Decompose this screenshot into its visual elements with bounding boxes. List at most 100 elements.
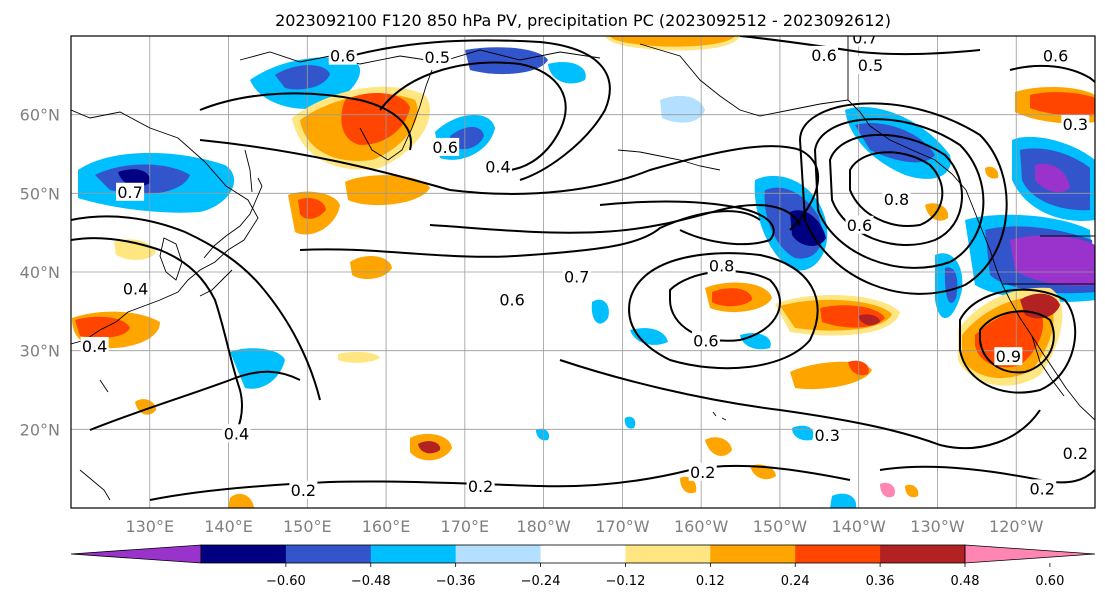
contour-label: 0.5	[858, 56, 883, 75]
lon-tick-label: 140°W	[832, 517, 887, 536]
coast-asia-mainland	[71, 109, 259, 345]
contour-south-02	[149, 464, 851, 501]
shade-dark-blue-okhotsk	[275, 65, 330, 90]
contour-label-bg	[562, 267, 591, 286]
contour-label-bg	[431, 137, 460, 156]
contour-label-bg	[813, 425, 842, 444]
contour-label-bg	[856, 56, 885, 75]
contour-label: 0.2	[1029, 479, 1054, 498]
shade-light-blue-bering	[548, 61, 586, 84]
colorbar-segment	[285, 545, 372, 563]
coast-taiwan-philippines	[79, 379, 111, 501]
contour-bering-05	[379, 61, 567, 172]
contour-label-bg	[1061, 115, 1090, 134]
contour-label-bg	[423, 48, 452, 67]
shade-blue-central-1	[591, 299, 609, 324]
contour-main-07	[429, 204, 801, 234]
lon-tick-label: 160°W	[674, 517, 729, 536]
contour-label: 0.6	[811, 46, 836, 65]
contour-label-bg	[498, 290, 527, 309]
colorbar-tick-label: 0.24	[781, 574, 810, 589]
shade-red-hawaii-north	[712, 288, 752, 307]
longitude-axis: 130°E 140°E 150°E 160°E 170°E 180°W 170°W 160°W…	[125, 517, 1043, 536]
colorbar-tick-label: 0.60	[1035, 574, 1064, 589]
map-frame	[70, 35, 1096, 509]
contour-subtropic-04	[89, 370, 301, 431]
lat-tick-label: 40°N	[20, 263, 60, 282]
contour-label-bg	[328, 46, 357, 65]
shade-blue-south-3	[830, 493, 857, 508]
coast-sakhalin	[244, 149, 253, 193]
colorbar-tick-label: 0.12	[696, 574, 725, 589]
colorbar-tick-label: −0.12	[606, 574, 646, 589]
shade-blue-bering	[465, 47, 548, 75]
lat-tick-label: 30°N	[20, 342, 60, 361]
shade-blue-central-2	[630, 328, 668, 345]
shade-orange-south-2	[680, 476, 697, 494]
contour-label-bg	[80, 336, 109, 355]
contour-label: 0.2	[1063, 444, 1088, 463]
coast-baja	[1031, 335, 1065, 397]
shade-orange-south-4	[905, 484, 919, 498]
contour-label-bg	[882, 189, 911, 208]
lat-tick-label: 50°N	[20, 184, 60, 203]
contour-label: 0.2	[468, 477, 493, 496]
lon-tick-label: 120°W	[989, 517, 1044, 536]
contour-label-bg	[466, 476, 495, 495]
contour-far-east-07	[739, 36, 981, 56]
contour-label-bg	[121, 279, 150, 298]
contour-label-bg	[845, 215, 874, 234]
contour-far-east-06	[1009, 64, 1095, 83]
colorbar-tick-label: 0.48	[951, 574, 980, 589]
shade-orange-central-north	[350, 256, 392, 280]
contour-bering-06	[329, 39, 611, 181]
contour-ca-low-2	[959, 288, 1077, 394]
contour-label-bg	[1028, 479, 1057, 498]
contour-label: 0.3	[814, 426, 839, 445]
contour-west-04	[71, 237, 243, 441]
contour-label-bg	[688, 462, 717, 481]
shade-orange-south-edge	[228, 493, 254, 508]
contour-labels: 0.6 0.5 0.7 0.6 0.5 0.6 0.4 0.7 0.4 0.4 0.7 0.6 0.8 0…	[80, 36, 1090, 500]
contour-south-02b	[879, 465, 1095, 484]
shade-darkred-ne-pacific	[858, 314, 880, 326]
contour-label-bg	[850, 36, 879, 47]
contour-label: 0.6	[847, 216, 872, 235]
lat-tick-label: 20°N	[20, 420, 60, 439]
contour-label: 0.8	[709, 257, 734, 276]
coast-canada-border	[847, 36, 1095, 285]
contour-label-bg	[116, 182, 145, 201]
colorbar-segment	[201, 545, 287, 563]
colorbar-segment	[710, 545, 796, 563]
colorbar-extend-low	[70, 544, 202, 564]
shade-blue-philippine-sea	[230, 348, 285, 389]
lon-tick-label: 160°E	[362, 517, 411, 536]
contour-west-05	[71, 215, 321, 401]
coast-siberia-north	[239, 49, 601, 65]
contour-label: 0.4	[485, 158, 510, 177]
contour-label: 0.6	[330, 47, 355, 66]
shade-light-blue-arctic	[660, 95, 705, 123]
contour-label: 0.5	[425, 48, 450, 67]
shade-pink-south	[880, 482, 895, 498]
lon-tick-label: 130°W	[910, 517, 965, 536]
colorbar-tick-label: −0.48	[351, 574, 391, 589]
colorbar-tick-label: 0.36	[866, 574, 895, 589]
colorbar-tick-label: −0.24	[521, 574, 561, 589]
shade-orange-kuril-south	[345, 175, 430, 206]
contour-label: 0.3	[1063, 115, 1088, 134]
contour-label: 0.7	[117, 183, 142, 202]
coast-bc	[965, 189, 1003, 285]
contour-ne-low-1	[849, 151, 944, 227]
coast-aleutians	[617, 149, 721, 171]
contour-ca-low	[979, 310, 1055, 374]
contour-label-bg	[222, 424, 251, 443]
colorbar-segment	[370, 545, 457, 563]
contour-label: 0.4	[82, 337, 107, 356]
contour-ne-low-4	[798, 102, 1008, 295]
contour-outer-07	[199, 139, 819, 231]
contour-label-bg	[1061, 443, 1090, 462]
contour-main-08	[599, 200, 775, 246]
contour-label: 0.2	[291, 481, 316, 500]
